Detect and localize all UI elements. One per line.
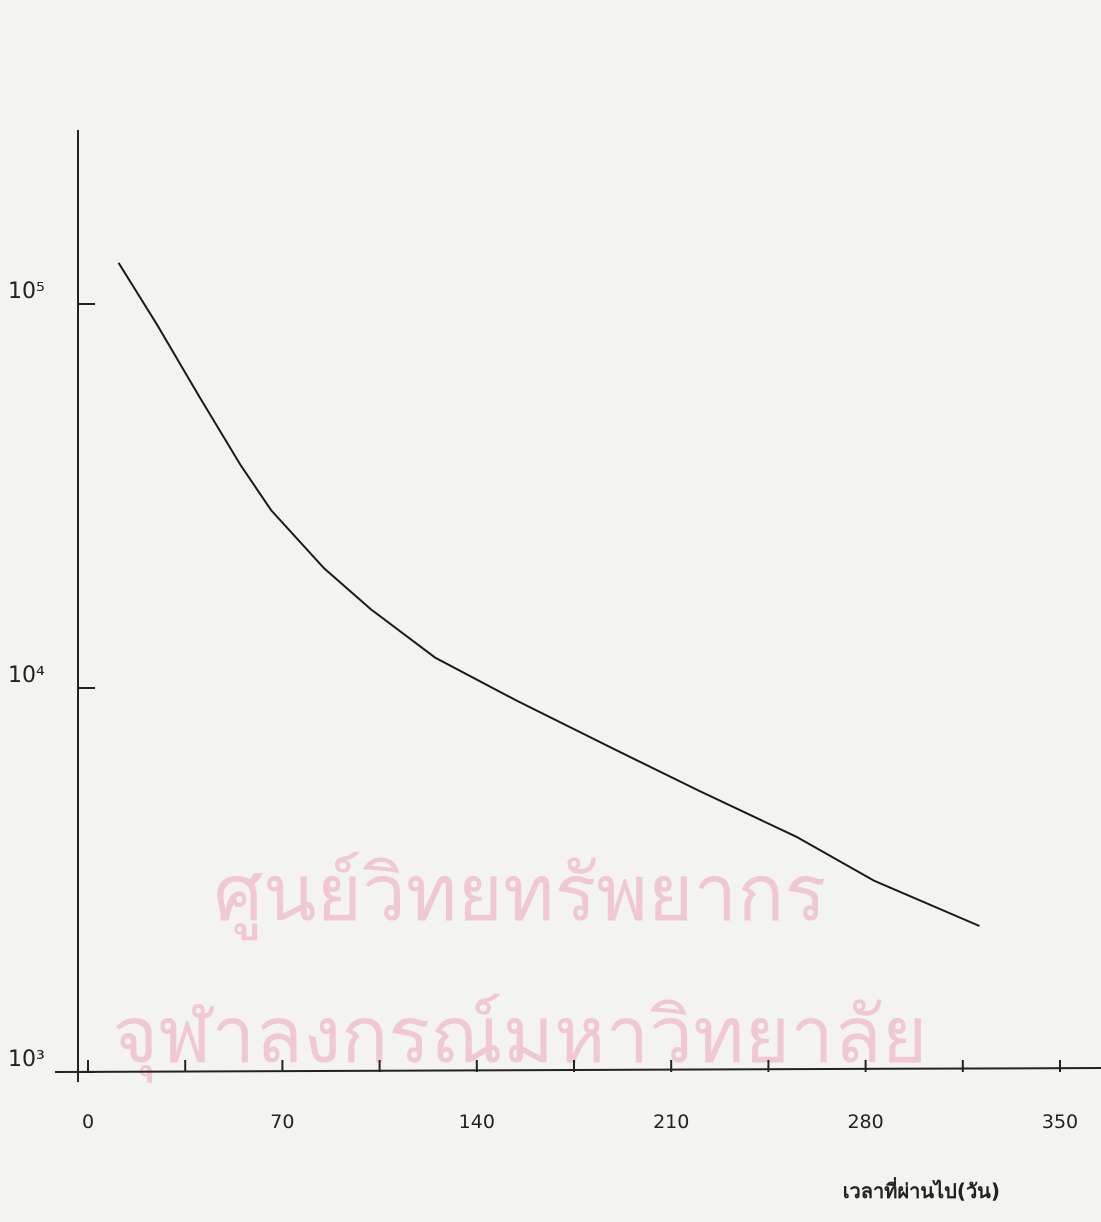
watermark: ศูนย์วิทยทรัพยากร bbox=[214, 849, 827, 940]
x-tick-label: 210 bbox=[653, 1111, 689, 1133]
x-tick-label: 350 bbox=[1042, 1111, 1078, 1133]
x-axis-label: เวลาที่ผ่านไป(วัน) bbox=[843, 1176, 1000, 1203]
chart: ศูนย์วิทยทรัพยากร จุฬาลงกรณ์มหาวิทยาลัย … bbox=[0, 0, 1101, 1222]
y-tick-label: 10⁵ bbox=[8, 279, 45, 304]
x-tick-label: 70 bbox=[270, 1111, 294, 1133]
page: ศูนย์วิทยทรัพยากร จุฬาลงกรณ์มหาวิทยาลัย … bbox=[0, 0, 1101, 1222]
y-tick-label: 10⁴ bbox=[8, 663, 45, 688]
x-tick-label: 0 bbox=[82, 1111, 94, 1133]
y-tick-label: 10³ bbox=[8, 1047, 45, 1072]
x-tick-label: 140 bbox=[459, 1111, 495, 1133]
x-tick-label: 280 bbox=[847, 1111, 883, 1133]
